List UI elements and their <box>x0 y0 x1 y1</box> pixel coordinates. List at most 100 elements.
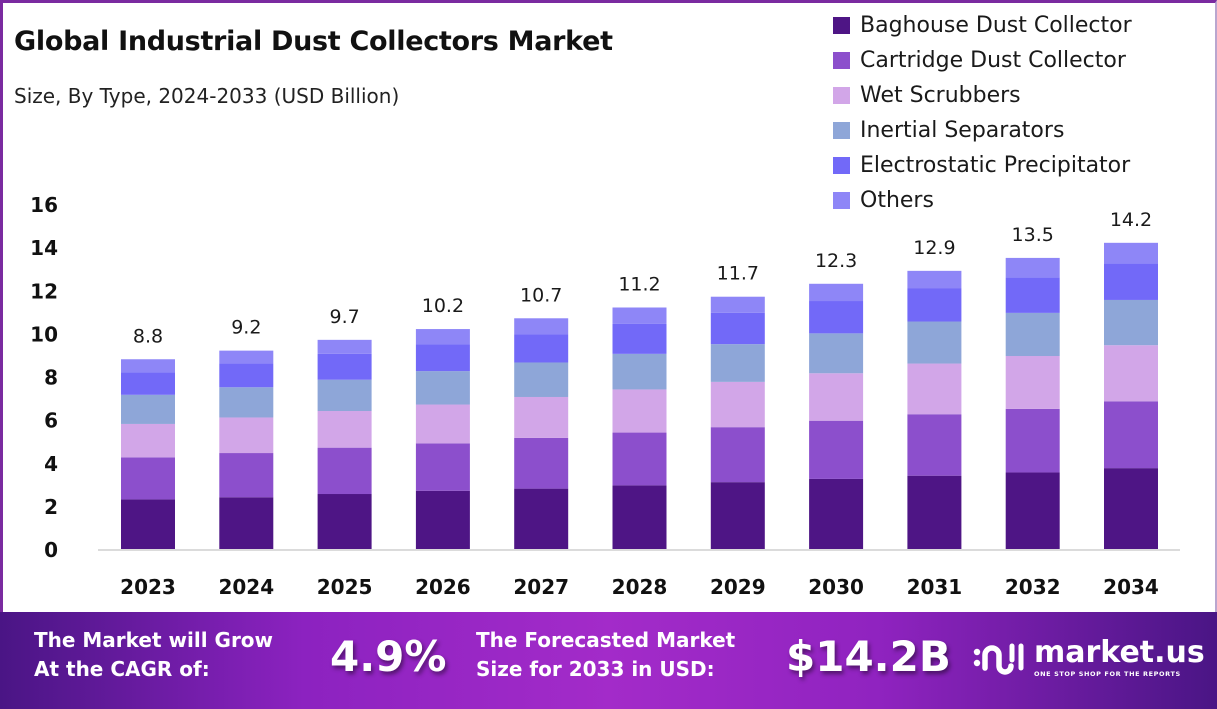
bar-stack-2023 <box>121 359 175 549</box>
bar-segment <box>121 372 175 395</box>
bar-segment <box>1104 263 1158 300</box>
bar-segment <box>612 323 667 354</box>
legend-swatch-baghouse <box>833 17 850 34</box>
bar-segment <box>317 353 372 380</box>
legend-label-inertial: Inertial Separators <box>860 118 1065 143</box>
bar-segment <box>219 417 274 454</box>
bar-segment <box>907 475 962 549</box>
bar-segment <box>317 494 372 549</box>
legend-swatch-wet-scrubbers <box>833 87 850 104</box>
bar-segment <box>809 420 864 479</box>
x-tick-label: 2032 <box>1005 575 1061 599</box>
forecast-value: $14.2B <box>786 632 951 681</box>
bar-stack-2027 <box>514 318 569 549</box>
bar-segment <box>317 411 372 448</box>
bar-segment <box>710 344 765 382</box>
bar-total-label: 11.2 <box>618 274 660 296</box>
bar-segment <box>1104 299 1158 346</box>
bar-segment <box>1104 242 1158 264</box>
legend-label-others: Others <box>860 188 934 213</box>
bar-stack-2026 <box>415 329 470 549</box>
bar-segment <box>907 321 962 364</box>
bar-stack-2034 <box>1104 242 1158 549</box>
market-us-logo-icon <box>973 643 1024 675</box>
bar-segment <box>809 301 864 334</box>
bar-segment <box>1005 312 1060 357</box>
x-tick-label: 2031 <box>907 575 963 599</box>
legend-item-baghouse: Baghouse Dust Collector <box>833 8 1132 43</box>
bar-segment <box>219 363 274 388</box>
y-tick-label: 2 <box>44 495 58 519</box>
bar-segment <box>219 497 274 549</box>
bar-segment <box>907 414 962 476</box>
logo-tagline: ONE STOP SHOP FOR THE REPORTS <box>1034 670 1181 678</box>
bar-segment <box>1005 277 1060 313</box>
bar-segment <box>1005 472 1060 549</box>
bar-segment <box>121 423 175 458</box>
bar-segment <box>612 432 667 486</box>
bar-segment <box>415 490 470 549</box>
bar-segment <box>809 333 864 374</box>
bar-segment <box>1104 401 1158 469</box>
bar-total-label: 13.5 <box>1012 224 1054 246</box>
bar-segment <box>415 443 470 491</box>
bar-segment <box>317 379 372 411</box>
legend-item-others: Others <box>833 183 1132 218</box>
y-tick-label: 8 <box>44 366 58 390</box>
legend-item-electrostatic: Electrostatic Precipitator <box>833 148 1132 183</box>
bar-segment <box>809 283 864 302</box>
y-tick-label: 0 <box>44 538 58 562</box>
x-tick-label: 2025 <box>317 575 373 599</box>
legend-swatch-others <box>833 192 850 209</box>
bar-stack-2024 <box>219 350 274 549</box>
y-tick-label: 12 <box>30 279 58 303</box>
bar-stack-2028 <box>612 307 667 549</box>
logo-name: market.us <box>1034 635 1205 670</box>
market-us-logo: market.us ONE STOP SHOP FOR THE REPORTS <box>972 638 1205 678</box>
forecast-label: The Forecasted Market Size for 2033 in U… <box>476 626 735 684</box>
x-tick-label: 2034 <box>1103 575 1159 599</box>
x-tick-label: 2024 <box>218 575 274 599</box>
x-tick-label: 2023 <box>120 575 176 599</box>
legend-item-cartridge: Cartridge Dust Collector <box>833 43 1132 78</box>
cagr-label-line1: The Market will Grow <box>34 628 274 652</box>
bar-segment <box>219 350 274 364</box>
bar-total-label: 10.7 <box>520 284 562 306</box>
bar-segment <box>514 396 569 438</box>
bar-segment <box>809 478 864 549</box>
bar-segment <box>514 334 569 363</box>
legend-swatch-inertial <box>833 122 850 139</box>
bar-segment <box>121 359 175 373</box>
bar-segment <box>415 371 470 405</box>
x-tick-label: 2026 <box>415 575 471 599</box>
bar-total-label: 9.7 <box>329 306 359 328</box>
bar-segment <box>907 270 962 289</box>
legend-item-inertial: Inertial Separators <box>833 113 1132 148</box>
chart-frame <box>0 0 1217 612</box>
bar-segment <box>612 485 667 549</box>
bar-stack-2029 <box>710 296 765 549</box>
bar-segment <box>612 307 667 324</box>
bar-segment <box>121 457 175 500</box>
bar-segment <box>907 363 962 415</box>
bar-segment <box>1104 345 1158 402</box>
bar-segment <box>415 404 470 444</box>
cagr-label: The Market will Grow At the CAGR of: <box>34 626 273 684</box>
bar-total-label: 14.2 <box>1110 209 1152 231</box>
bar-segment <box>710 482 765 549</box>
bar-segment <box>612 353 667 390</box>
bar-segment <box>514 488 569 549</box>
x-tick-label: 2027 <box>513 575 569 599</box>
bar-segment <box>907 288 962 322</box>
y-tick-label: 16 <box>30 193 58 217</box>
bar-segment <box>121 499 175 549</box>
legend-label-cartridge: Cartridge Dust Collector <box>860 48 1126 73</box>
bar-total-label: 9.2 <box>231 317 261 339</box>
legend-item-wet-scrubbers: Wet Scrubbers <box>833 78 1132 113</box>
bar-total-label: 12.9 <box>913 237 955 259</box>
bar-segment <box>514 437 569 489</box>
bar-segment <box>1005 408 1060 473</box>
bar-segment <box>317 339 372 354</box>
bar-segment <box>415 329 470 345</box>
bar-segment <box>710 427 765 483</box>
